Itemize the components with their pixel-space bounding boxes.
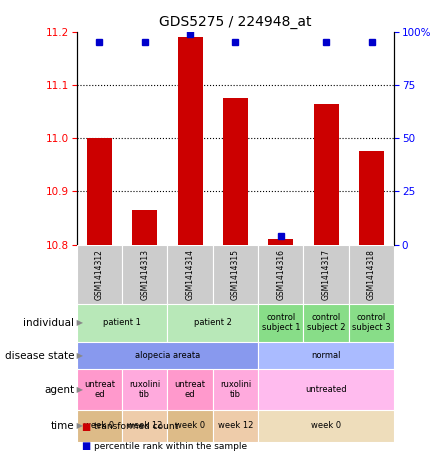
- Bar: [258, 410, 394, 442]
- Text: percentile rank within the sample: percentile rank within the sample: [94, 442, 247, 451]
- Text: GSM1414315: GSM1414315: [231, 249, 240, 299]
- Text: time: time: [51, 421, 74, 431]
- Bar: [122, 410, 167, 442]
- Text: week 0: week 0: [175, 421, 205, 430]
- Text: ▶: ▶: [74, 318, 84, 327]
- Text: patient 2: patient 2: [194, 318, 232, 327]
- Text: control
subject 1: control subject 1: [261, 313, 300, 333]
- Bar: [167, 369, 213, 410]
- Bar: [349, 304, 394, 342]
- Text: disease state: disease state: [5, 351, 74, 361]
- Bar: [258, 342, 394, 369]
- Text: GSM1414316: GSM1414316: [276, 249, 285, 299]
- Text: GSM1414317: GSM1414317: [321, 249, 331, 299]
- Bar: [77, 304, 167, 342]
- Bar: [349, 245, 394, 304]
- Text: ruxolini
tib: ruxolini tib: [220, 380, 251, 399]
- Bar: [122, 369, 167, 410]
- Bar: [167, 304, 258, 342]
- Text: transformed count: transformed count: [94, 422, 178, 431]
- Bar: [132, 210, 157, 245]
- Text: GSM1414314: GSM1414314: [186, 249, 194, 299]
- Text: ▶: ▶: [74, 421, 84, 430]
- Bar: [213, 245, 258, 304]
- Text: week 0: week 0: [311, 421, 341, 430]
- Bar: [304, 304, 349, 342]
- Text: individual: individual: [24, 318, 74, 328]
- Text: untreated: untreated: [305, 385, 347, 394]
- Bar: [213, 410, 258, 442]
- Text: patient 1: patient 1: [103, 318, 141, 327]
- Text: control
subject 2: control subject 2: [307, 313, 346, 333]
- Text: ■: ■: [81, 441, 90, 451]
- Text: agent: agent: [44, 385, 74, 395]
- Bar: [167, 245, 213, 304]
- Text: alopecia areata: alopecia areata: [135, 351, 200, 360]
- Text: ▶: ▶: [74, 351, 84, 360]
- Bar: [314, 104, 339, 245]
- Text: ruxolini
tib: ruxolini tib: [129, 380, 160, 399]
- Bar: [268, 239, 293, 245]
- Text: untreat
ed: untreat ed: [84, 380, 115, 399]
- Bar: [77, 342, 258, 369]
- Bar: [213, 369, 258, 410]
- Text: week 12: week 12: [127, 421, 162, 430]
- Bar: [77, 410, 122, 442]
- Text: untreat
ed: untreat ed: [175, 380, 205, 399]
- Bar: [167, 410, 213, 442]
- Text: ▶: ▶: [74, 385, 84, 394]
- Text: week 0: week 0: [84, 421, 114, 430]
- Title: GDS5275 / 224948_at: GDS5275 / 224948_at: [159, 15, 312, 29]
- Text: GSM1414313: GSM1414313: [140, 249, 149, 299]
- Bar: [87, 138, 112, 245]
- Bar: [258, 245, 304, 304]
- Bar: [77, 369, 122, 410]
- Bar: [223, 98, 248, 245]
- Text: normal: normal: [311, 351, 341, 360]
- Bar: [177, 37, 202, 245]
- Text: ■: ■: [81, 422, 90, 432]
- Bar: [258, 304, 304, 342]
- Bar: [304, 245, 349, 304]
- Bar: [77, 245, 122, 304]
- Bar: [258, 369, 394, 410]
- Text: control
subject 3: control subject 3: [352, 313, 391, 333]
- Text: GSM1414318: GSM1414318: [367, 249, 376, 299]
- Text: week 12: week 12: [218, 421, 253, 430]
- Text: GSM1414312: GSM1414312: [95, 249, 104, 299]
- Bar: [122, 245, 167, 304]
- Bar: [359, 151, 384, 245]
